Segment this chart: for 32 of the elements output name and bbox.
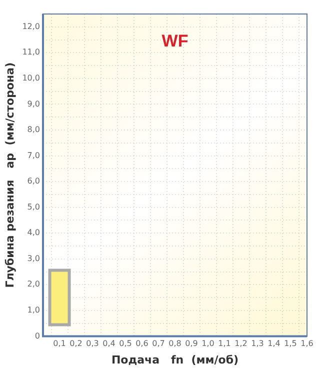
- x-tick-label: 0,9: [185, 339, 198, 348]
- y-tick-label: 10,0: [22, 74, 40, 83]
- x-tick-label: 0,5: [119, 339, 132, 348]
- x-axis-title: Подача fn (мм/об): [111, 353, 239, 366]
- y-tick-label: 1,0: [27, 306, 40, 314]
- x-tick-label: 0,8: [168, 339, 182, 348]
- x-tick-label: 1,5: [284, 339, 297, 348]
- y-tick-label: 2,0: [27, 280, 40, 289]
- y-tick-label: 5,0: [27, 202, 40, 212]
- text: WF: [162, 32, 188, 51]
- x-tick-label: 1,2: [234, 339, 248, 348]
- x-tick-label: 1,3: [251, 339, 264, 348]
- y-tick-label: 8,0: [27, 125, 40, 134]
- x-tick-label: 1,6: [300, 339, 314, 348]
- x-tick-label: 1,0: [202, 339, 214, 348]
- x-tick-label: 0,7: [152, 339, 165, 348]
- x-tick-label: 0,2: [70, 339, 82, 348]
- y-tick-label: 7,0: [27, 150, 40, 160]
- y-tick-label: 0: [34, 331, 40, 340]
- y-axis-title: Глубина резания ap (мм/сторона): [3, 62, 16, 288]
- y-tick-label: 3,0: [27, 254, 40, 263]
- y-tick-label: 4,0: [27, 228, 40, 238]
- x-tick-label: 0,4: [102, 339, 116, 348]
- y-tick-label: 6,0: [27, 176, 40, 186]
- x-tick-label: 0,1: [53, 339, 66, 348]
- y-tick-label: 12,0: [22, 22, 40, 31]
- x-tick-label: 0,6: [136, 339, 148, 348]
- y-tick-label: 9,0: [27, 99, 40, 108]
- x-tick-label: 1,4: [268, 339, 280, 348]
- x-tick-label: 1,1: [218, 339, 231, 348]
- x-tick-label: 0,3: [86, 339, 99, 348]
- y-tick-label: 11,0: [22, 48, 40, 57]
